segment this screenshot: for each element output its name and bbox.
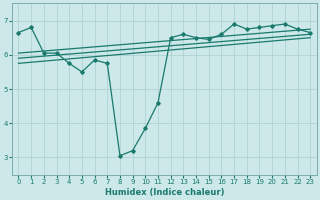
X-axis label: Humidex (Indice chaleur): Humidex (Indice chaleur) — [105, 188, 224, 197]
